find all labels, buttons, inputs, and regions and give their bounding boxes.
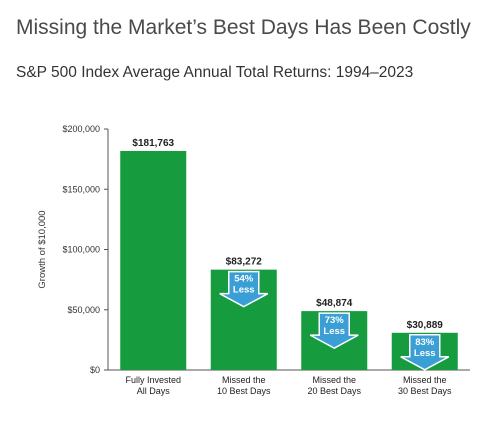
- annotation-percent: 83%: [415, 337, 435, 348]
- x-tick-label: Missed the: [222, 375, 266, 385]
- y-tick-label: $200,000: [62, 124, 100, 134]
- x-tick-label: Fully Invested: [125, 375, 181, 385]
- down-arrow-icon: [219, 270, 269, 308]
- x-tick-label: 10 Best Days: [217, 386, 271, 396]
- y-tick-label: $100,000: [62, 245, 100, 255]
- x-tick-label: 20 Best Days: [307, 386, 361, 396]
- down-arrow-icon: [309, 312, 359, 349]
- x-tick-label: Missed the: [403, 375, 447, 385]
- page-title: Missing the Market’s Best Days Has Been …: [16, 16, 471, 39]
- data-label: $83,272: [226, 257, 263, 268]
- y-tick-label: $0: [90, 365, 100, 375]
- data-label: $181,763: [132, 138, 174, 149]
- y-tick-label: $150,000: [62, 184, 100, 194]
- x-tick-label: 30 Best Days: [398, 386, 452, 396]
- annotation-less: Less: [414, 348, 436, 359]
- y-tick-label: $50,000: [67, 305, 100, 315]
- down-arrow-icon: [400, 334, 450, 371]
- x-tick-label: Missed the: [312, 375, 356, 385]
- annotation-less: Less: [233, 285, 255, 296]
- annotation-less: Less: [323, 326, 345, 337]
- page-subtitle: S&P 500 Index Average Annual Total Retur…: [16, 64, 414, 81]
- y-axis-title: Growth of $10,000: [37, 210, 48, 288]
- annotation-percent: 54%: [234, 274, 254, 285]
- annotation-percent: 73%: [325, 315, 345, 326]
- bar: [120, 150, 187, 370]
- data-label: $48,874: [316, 298, 353, 309]
- data-label: $30,889: [407, 320, 444, 331]
- x-tick-label: All Days: [137, 386, 171, 396]
